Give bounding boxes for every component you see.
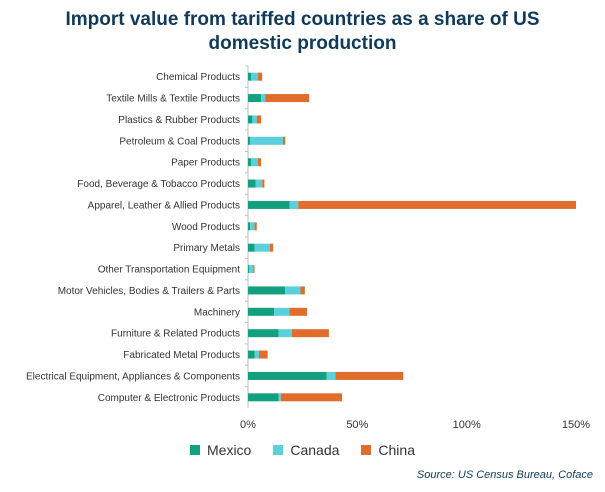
legend-label-canada: Canada bbox=[290, 442, 340, 458]
bar-china bbox=[269, 243, 274, 252]
category-label: Electrical Equipment, Appliances & Compo… bbox=[26, 371, 240, 382]
legend-item-china: China bbox=[361, 442, 415, 458]
bar-china bbox=[335, 371, 404, 380]
bar-mexico bbox=[248, 115, 253, 124]
bar-china bbox=[258, 350, 268, 359]
legend-swatch-china bbox=[361, 445, 372, 455]
chart-title-line-1: Import value from tariffed countries as … bbox=[65, 9, 540, 30]
category-label: Furniture & Related Products bbox=[111, 329, 240, 340]
category-label: Wood Products bbox=[172, 222, 240, 233]
category-label: Motor Vehicles, Bodies & Trailers & Part… bbox=[58, 286, 240, 297]
category-label: Primary Metals bbox=[173, 243, 240, 254]
bar-mexico bbox=[248, 158, 252, 167]
bar-mexico bbox=[248, 286, 286, 295]
bar-canada bbox=[249, 265, 254, 274]
bar-china bbox=[256, 115, 262, 124]
bar-china bbox=[291, 329, 329, 338]
bar-canada bbox=[278, 393, 281, 402]
legend-label-china: China bbox=[378, 442, 415, 458]
bar-china bbox=[257, 72, 263, 81]
bar-china bbox=[254, 222, 257, 231]
bar-china bbox=[289, 307, 308, 316]
bar-mexico bbox=[248, 329, 279, 338]
chart-title: Import value from tariffed countries as … bbox=[0, 8, 605, 56]
bar-canada bbox=[278, 329, 292, 338]
bar-canada bbox=[250, 136, 283, 145]
bar-canada bbox=[252, 115, 257, 124]
bar-mexico bbox=[248, 307, 275, 316]
bar-mexico bbox=[248, 393, 279, 402]
category-label: Other Transportation Equipment bbox=[98, 265, 241, 276]
category-label: Textile Mills & Textile Products bbox=[106, 94, 240, 105]
bar-mexico bbox=[248, 371, 327, 380]
category-label: Plastics & Rubber Products bbox=[118, 115, 240, 126]
bar-canada bbox=[251, 72, 258, 81]
bar-china bbox=[262, 179, 265, 188]
bar-canada bbox=[250, 222, 255, 231]
category-label: Petroleum & Coal Products bbox=[119, 136, 240, 147]
bar-mexico bbox=[248, 200, 290, 209]
bar-china bbox=[282, 136, 286, 145]
bar-mexico bbox=[248, 136, 251, 145]
bar-canada bbox=[251, 158, 258, 167]
legend-swatch-mexico bbox=[190, 445, 200, 455]
legend-item-canada: Canada bbox=[273, 442, 339, 458]
bar-china bbox=[257, 158, 262, 167]
bar-china bbox=[298, 200, 576, 209]
source-note: Source: US Census Bureau, Coface bbox=[416, 469, 593, 481]
bar-mexico bbox=[248, 350, 255, 359]
x-tick-label: 50% bbox=[346, 419, 368, 431]
category-label: Food, Beverage & Tobacco Products bbox=[77, 179, 240, 190]
x-tick-label: 150% bbox=[562, 419, 590, 431]
bar-china bbox=[265, 94, 310, 103]
legend-item-mexico: Mexico bbox=[190, 442, 251, 458]
bar-china bbox=[300, 286, 305, 295]
bar-canada bbox=[254, 350, 259, 359]
legend-swatch-canada bbox=[273, 445, 284, 455]
bar-canada bbox=[274, 307, 290, 316]
bar-mexico bbox=[248, 222, 251, 231]
x-tick-label: 0% bbox=[240, 419, 256, 431]
category-label: Chemical Products bbox=[156, 72, 240, 83]
bar-canada bbox=[261, 94, 266, 103]
category-label: Fabricated Metal Products bbox=[123, 350, 240, 361]
category-label: Computer & Electronic Products bbox=[98, 393, 240, 404]
bar-mexico bbox=[248, 72, 252, 81]
legend-label-mexico: Mexico bbox=[207, 442, 252, 458]
x-tick-label: 100% bbox=[453, 419, 481, 431]
chart-title-line-2: domestic production bbox=[208, 33, 397, 54]
bar-canada bbox=[289, 200, 299, 209]
bar-mexico bbox=[248, 265, 250, 274]
category-label: Machinery bbox=[194, 307, 240, 318]
bar-canada bbox=[326, 371, 336, 380]
bar-canada bbox=[255, 179, 263, 188]
bar-china bbox=[280, 393, 343, 402]
bar-canada bbox=[285, 286, 301, 295]
bar-mexico bbox=[248, 179, 256, 188]
category-label: Apparel, Leather & Allied Products bbox=[88, 200, 240, 211]
category-label: Paper Products bbox=[171, 158, 240, 169]
bar-mexico bbox=[248, 243, 255, 252]
chart-legend: Mexico Canada China bbox=[0, 442, 605, 458]
bar-canada bbox=[254, 243, 270, 252]
bar-china bbox=[253, 265, 255, 274]
bar-mexico bbox=[248, 94, 262, 103]
